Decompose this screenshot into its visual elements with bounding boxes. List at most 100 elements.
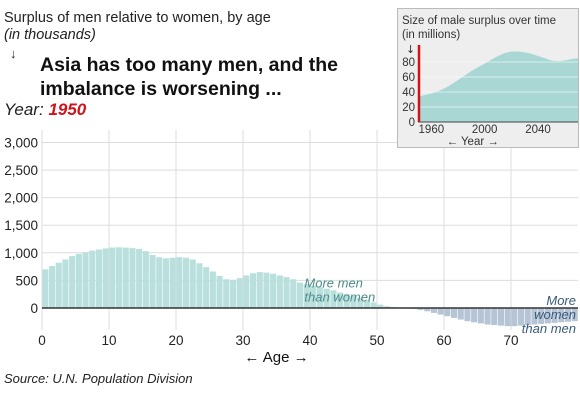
inset-x-axis-label: ← Year → bbox=[446, 136, 498, 147]
chart-subtitle: (in thousands) bbox=[4, 27, 96, 43]
inset-y-tick-label: 60 bbox=[402, 72, 415, 84]
bar bbox=[531, 307, 538, 325]
bar bbox=[116, 247, 123, 308]
bar bbox=[243, 275, 250, 308]
bar bbox=[477, 307, 484, 324]
bar bbox=[457, 307, 464, 320]
x-tick-label: 70 bbox=[503, 333, 518, 348]
inset-y-tick-label: 20 bbox=[402, 102, 415, 114]
bar bbox=[129, 248, 136, 308]
x-axis-label: ← Age → bbox=[244, 349, 308, 366]
bar bbox=[497, 307, 504, 326]
bar bbox=[544, 307, 551, 324]
year-label: Year: bbox=[4, 100, 44, 119]
bar bbox=[183, 257, 190, 308]
inset-y-tick-label: 0 bbox=[409, 117, 415, 129]
year-indicator: Year: 1950 bbox=[4, 100, 86, 120]
bar bbox=[136, 248, 143, 308]
annotation-more-women: than men bbox=[522, 321, 576, 336]
inset-down-arrow-icon: ↓ bbox=[406, 43, 415, 56]
inset-x-tick-label: 1960 bbox=[419, 124, 445, 136]
y-tick-label: 2,500 bbox=[4, 163, 38, 178]
bar bbox=[424, 307, 431, 312]
annotation-more-women: More bbox=[546, 293, 576, 308]
bar bbox=[350, 295, 357, 308]
bar bbox=[236, 278, 243, 308]
bar bbox=[156, 257, 163, 308]
x-tick-label: 30 bbox=[235, 333, 250, 348]
bar bbox=[337, 292, 344, 308]
bar bbox=[276, 275, 283, 308]
x-tick-label: 10 bbox=[101, 333, 116, 348]
inset-x-tick-label: 2000 bbox=[472, 124, 498, 136]
bar bbox=[196, 263, 203, 308]
annotation-more-men: More men bbox=[304, 276, 363, 291]
headline: Asia has too many men, and the imbalance… bbox=[40, 54, 338, 100]
bar bbox=[62, 259, 69, 308]
bar bbox=[149, 255, 156, 308]
bar bbox=[363, 300, 370, 308]
bar bbox=[303, 284, 310, 308]
bar bbox=[551, 307, 558, 323]
inset-area bbox=[418, 51, 578, 122]
down-arrow-icon: ↓ bbox=[10, 46, 17, 61]
y-tick-label: 1,000 bbox=[4, 246, 38, 261]
bar bbox=[270, 273, 277, 308]
bar bbox=[464, 307, 471, 322]
bar bbox=[256, 272, 263, 308]
bar bbox=[82, 252, 89, 308]
y-tick-label: 0 bbox=[30, 301, 38, 316]
bar bbox=[109, 247, 116, 308]
chart-title-block: Surplus of men relative to women, by age… bbox=[4, 10, 271, 43]
bar bbox=[209, 271, 216, 308]
bar bbox=[504, 307, 511, 327]
bar bbox=[484, 307, 491, 325]
bar bbox=[370, 302, 377, 308]
bar bbox=[176, 257, 183, 308]
inset-y-tick-label: 80 bbox=[402, 57, 415, 69]
bar bbox=[471, 307, 478, 323]
bar bbox=[317, 286, 324, 308]
x-tick-label: 60 bbox=[436, 333, 451, 348]
bar bbox=[384, 306, 391, 308]
bar bbox=[437, 307, 444, 315]
bar bbox=[55, 262, 62, 308]
bar bbox=[122, 247, 129, 308]
year-value: 1950 bbox=[48, 100, 87, 119]
bar bbox=[444, 307, 451, 317]
chart-title: Surplus of men relative to women, by age bbox=[4, 10, 271, 26]
y-tick-label: 2,000 bbox=[4, 191, 38, 206]
y-tick-label: 1,500 bbox=[4, 218, 38, 233]
bar bbox=[142, 251, 149, 308]
x-tick-label: 40 bbox=[302, 333, 317, 348]
x-tick-label: 50 bbox=[369, 333, 384, 348]
source-note: Source: U.N. Population Division bbox=[4, 371, 193, 386]
bar bbox=[95, 249, 102, 308]
inset-title-block: Size of male surplus over time (in milli… bbox=[402, 14, 578, 42]
bar bbox=[283, 277, 290, 308]
bar bbox=[263, 272, 270, 308]
bar bbox=[102, 248, 109, 308]
bar bbox=[189, 259, 196, 308]
bar bbox=[250, 273, 257, 308]
inset-panel: Size of male surplus over time (in milli… bbox=[397, 8, 579, 148]
bar bbox=[296, 282, 303, 308]
bar bbox=[42, 269, 49, 308]
bar bbox=[491, 307, 498, 326]
x-tick-label: 0 bbox=[38, 333, 46, 348]
bar bbox=[451, 307, 458, 318]
inset-x-tick-label: 2040 bbox=[525, 124, 551, 136]
bar bbox=[290, 279, 297, 308]
inset-subtitle: (in millions) bbox=[402, 29, 461, 41]
bar bbox=[69, 256, 76, 308]
x-tick-label: 20 bbox=[168, 333, 183, 348]
y-tick-label: 500 bbox=[15, 273, 38, 288]
bar bbox=[310, 285, 317, 308]
bar bbox=[229, 279, 236, 308]
bar bbox=[216, 275, 223, 308]
bar bbox=[417, 307, 424, 310]
bar bbox=[357, 298, 364, 308]
bar bbox=[343, 294, 350, 308]
annotation-more-women: women bbox=[534, 307, 576, 322]
